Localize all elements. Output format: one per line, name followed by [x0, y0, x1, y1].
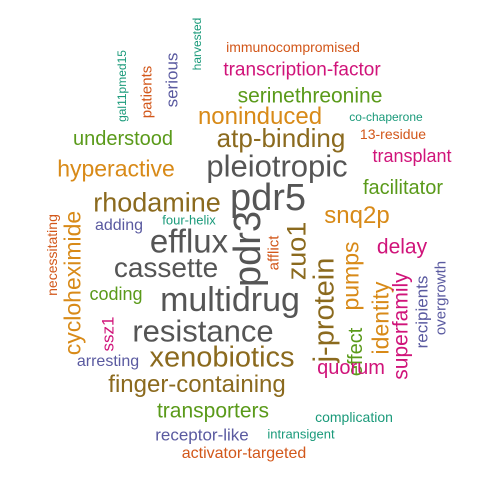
cloud-word: serinethreonine: [237, 84, 383, 108]
cloud-word: transporters: [156, 399, 270, 423]
cloud-word: efflux: [149, 222, 229, 260]
cloud-word: harvested: [190, 17, 204, 71]
cloud-word: rhodamine: [93, 187, 221, 218]
cloud-word: overgrowth: [432, 260, 450, 336]
cloud-word: superfamily: [389, 272, 413, 380]
cloud-word: intransigent: [267, 426, 335, 442]
cloud-word: ssz1: [98, 316, 118, 352]
cloud-word: pdr3: [227, 210, 269, 288]
cloud-word: multidrug: [160, 281, 300, 319]
cloud-word: activator-targeted: [181, 445, 307, 462]
cloud-word: four-helix: [162, 212, 216, 228]
cloud-word: facilitator: [362, 177, 444, 199]
cloud-word: afflict: [265, 235, 283, 271]
cloud-word: pleiotropic: [206, 148, 348, 184]
cloud-word: immunocompromised: [226, 39, 360, 55]
cloud-word: co-chaperone: [349, 110, 423, 124]
cloud-word: pdr5: [229, 177, 307, 219]
cloud-word: adding: [94, 217, 144, 234]
cloud-word: 13-residue: [359, 126, 427, 142]
cloud-word: complication: [315, 409, 393, 425]
cloud-word: patients: [138, 65, 156, 119]
cloud-word: recipients: [412, 275, 432, 349]
cloud-word: serious: [162, 52, 182, 108]
cloud-word: coding: [89, 284, 143, 304]
cloud-word: transcription-factor: [223, 59, 381, 81]
cloud-word: gal11pmed15: [115, 50, 129, 122]
cloud-word: cassette: [113, 252, 219, 283]
cloud-word: resistance: [132, 313, 274, 349]
cloud-word: arresting: [76, 353, 140, 370]
cloud-word: quorum: [317, 357, 385, 379]
cloud-word: finger-containing: [108, 371, 286, 398]
cloud-word: necessitating: [44, 214, 60, 296]
cloud-word: snq2p: [324, 202, 390, 229]
cloud-word: pumps: [337, 241, 364, 311]
cloud-word: hyperactive: [57, 155, 175, 182]
cloud-word: cycloheximide: [59, 210, 86, 356]
cloud-word: delay: [376, 235, 428, 259]
cloud-word: j-protein: [308, 257, 341, 363]
cloud-word: xenobiotics: [149, 341, 295, 374]
cloud-word: atp-binding: [216, 123, 346, 153]
cloud-word: zuo1: [281, 221, 312, 281]
cloud-word: noninduced: [197, 103, 323, 130]
cloud-word: transplant: [372, 146, 452, 166]
cloud-word: understood: [72, 128, 174, 150]
cloud-word: receptor-like: [155, 425, 249, 445]
